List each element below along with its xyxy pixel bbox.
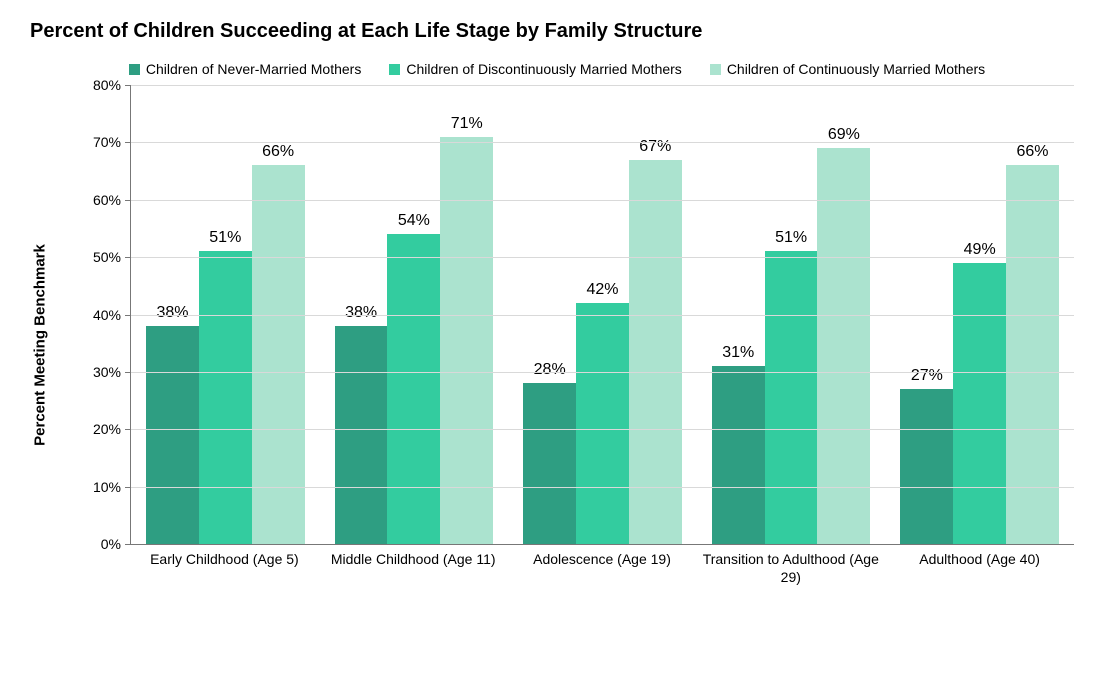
bar-value-label: 27% <box>911 367 943 385</box>
x-axis-label: Adulthood (Age 40) <box>885 545 1074 605</box>
grid-line <box>131 257 1074 258</box>
y-tick-label: 50% <box>93 249 121 265</box>
legend-item: Children of Continuously Married Mothers <box>710 61 985 77</box>
bar-value-label: 71% <box>451 115 483 133</box>
bar-value-label: 38% <box>156 304 188 322</box>
y-tick-label: 0% <box>101 536 121 552</box>
y-tick <box>125 372 131 373</box>
legend-label: Children of Continuously Married Mothers <box>727 61 985 77</box>
bar: 51% <box>199 251 252 544</box>
grid-line <box>131 85 1074 86</box>
bar: 51% <box>765 251 818 544</box>
legend-label: Children of Discontinuously Married Moth… <box>406 61 681 77</box>
bar-value-label: 67% <box>639 138 671 156</box>
grid-line <box>131 429 1074 430</box>
bar: 49% <box>953 263 1006 544</box>
y-tick <box>125 429 131 430</box>
y-tick-label: 10% <box>93 479 121 495</box>
y-tick <box>125 142 131 143</box>
bar: 38% <box>335 326 388 544</box>
chart-title: Percent of Children Succeeding at Each L… <box>30 20 1084 43</box>
bar-value-label: 42% <box>586 281 618 299</box>
grid-line <box>131 200 1074 201</box>
y-tick-label: 60% <box>93 192 121 208</box>
y-tick <box>125 487 131 488</box>
bar-value-label: 66% <box>262 143 294 161</box>
x-axis-label: Middle Childhood (Age 11) <box>319 545 508 605</box>
bar-value-label: 38% <box>345 304 377 322</box>
x-axis-label: Adolescence (Age 19) <box>508 545 697 605</box>
grid-line <box>131 142 1074 143</box>
bar-value-label: 51% <box>775 229 807 247</box>
grid-line <box>131 487 1074 488</box>
legend-item: Children of Discontinuously Married Moth… <box>389 61 681 77</box>
bar: 28% <box>523 383 576 544</box>
bar: 27% <box>900 389 953 544</box>
legend: Children of Never-Married Mothers Childre… <box>30 61 1084 77</box>
plot-area: 38%51%66%38%54%71%28%42%67%31%51%69%27%4… <box>130 85 1074 545</box>
bar-value-label: 66% <box>1016 143 1048 161</box>
x-axis-label: Early Childhood (Age 5) <box>130 545 319 605</box>
grid-line <box>131 372 1074 373</box>
y-tick-label: 20% <box>93 421 121 437</box>
bar: 69% <box>817 148 870 544</box>
bar: 38% <box>146 326 199 544</box>
bar-value-label: 28% <box>534 361 566 379</box>
bar-value-label: 51% <box>209 229 241 247</box>
y-tick <box>125 315 131 316</box>
y-tick-label: 80% <box>93 77 121 93</box>
chart-container: Percent of Children Succeeding at Each L… <box>0 0 1114 677</box>
legend-swatch <box>710 64 721 75</box>
bar: 31% <box>712 366 765 544</box>
legend-swatch <box>389 64 400 75</box>
legend-label: Children of Never-Married Mothers <box>146 61 362 77</box>
plot-wrap: Percent Meeting Benchmark 38%51%66%38%54… <box>90 85 1074 605</box>
bar: 54% <box>387 234 440 544</box>
bar: 42% <box>576 303 629 544</box>
x-axis-label: Transition to Adulthood (Age 29) <box>696 545 885 605</box>
x-axis-labels: Early Childhood (Age 5)Middle Childhood … <box>130 545 1074 605</box>
y-tick <box>125 200 131 201</box>
y-tick-label: 40% <box>93 307 121 323</box>
y-tick-label: 30% <box>93 364 121 380</box>
legend-item: Children of Never-Married Mothers <box>129 61 362 77</box>
y-tick-label: 70% <box>93 134 121 150</box>
y-tick <box>125 85 131 86</box>
y-axis-label: Percent Meeting Benchmark <box>32 244 49 446</box>
bar-value-label: 54% <box>398 212 430 230</box>
bar-value-label: 31% <box>722 344 754 362</box>
bar: 71% <box>440 137 493 544</box>
grid-line <box>131 315 1074 316</box>
y-tick <box>125 257 131 258</box>
legend-swatch <box>129 64 140 75</box>
